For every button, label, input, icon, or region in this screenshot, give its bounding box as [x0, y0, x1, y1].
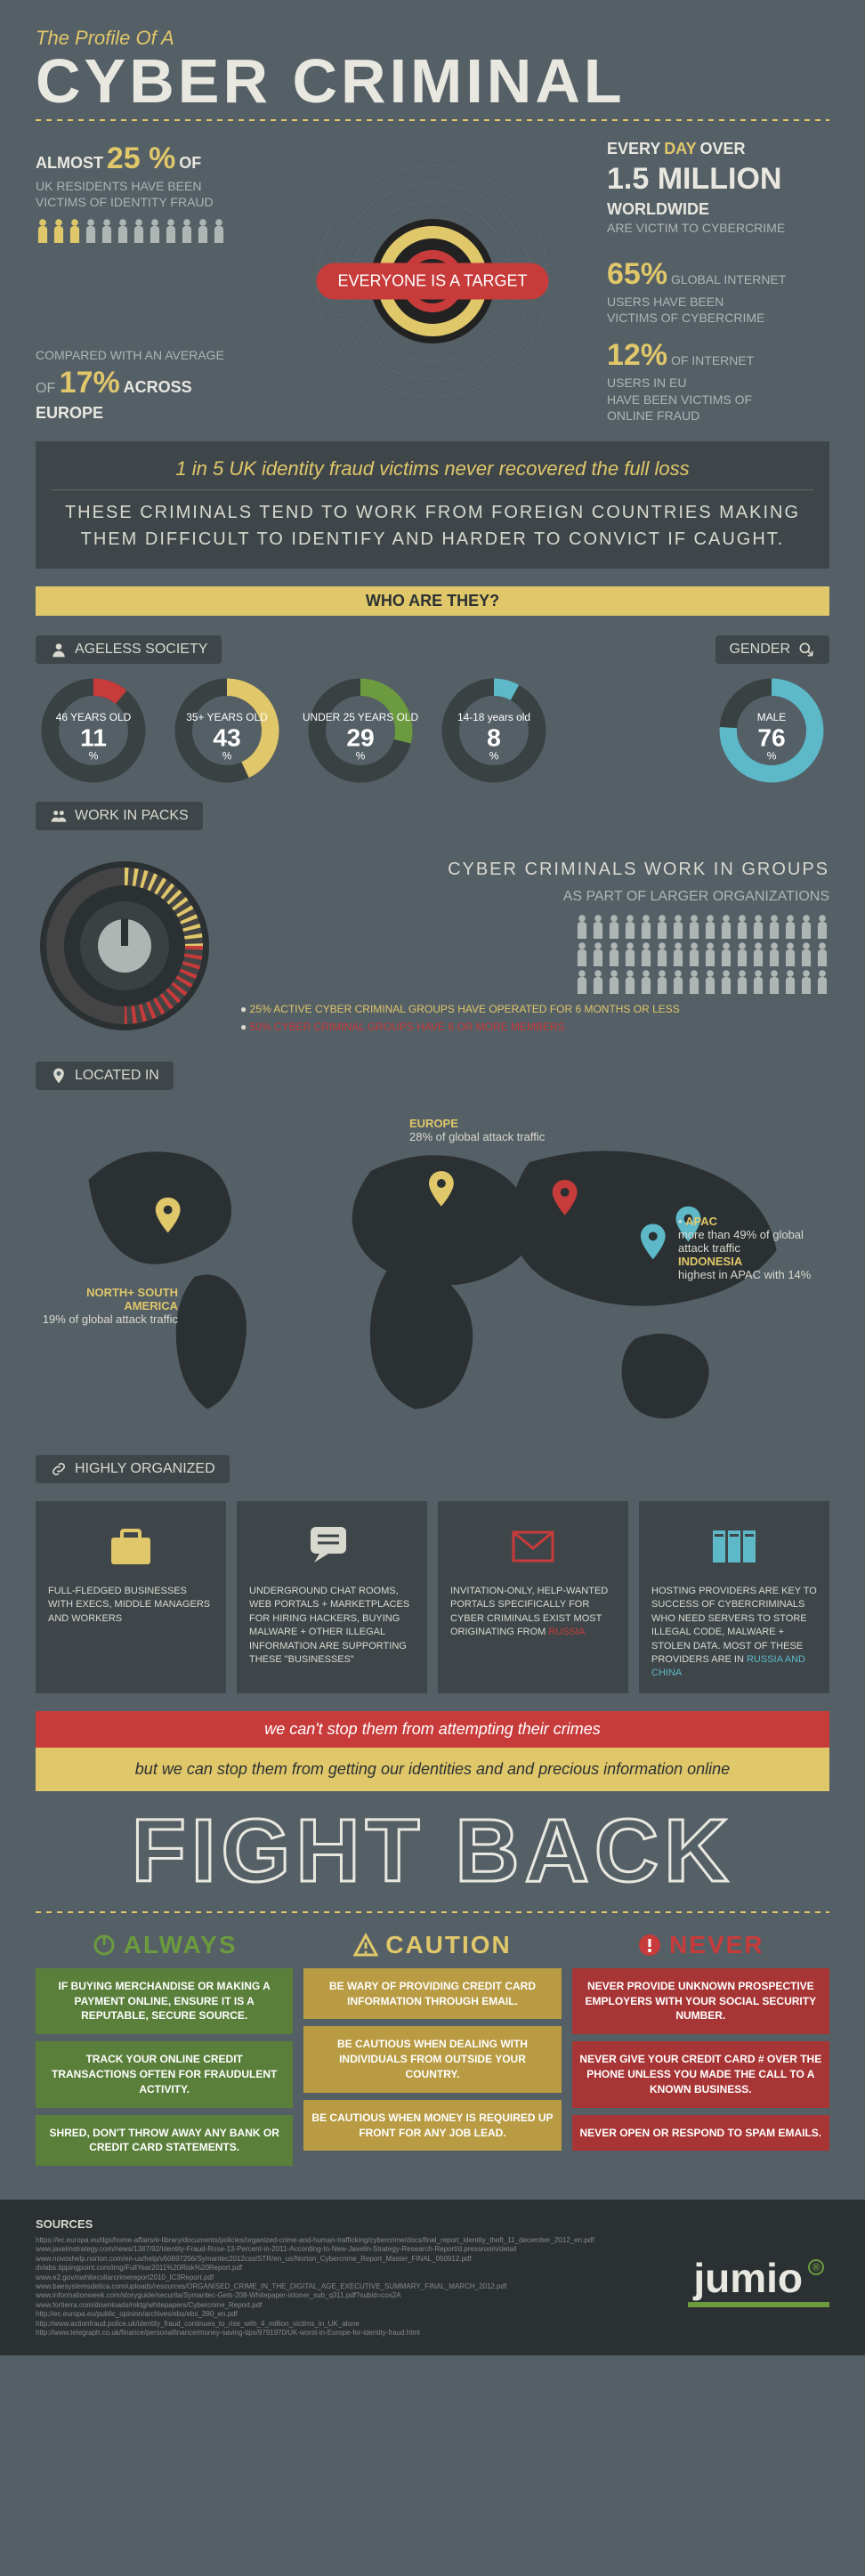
svg-text:%: %: [489, 750, 499, 763]
svg-text:43: 43: [213, 723, 240, 751]
acn-col-always: ALWAYS IF BUYING MERCHANDISE OR MAKING A…: [36, 1931, 293, 2173]
stat-daily: EVERY DAY OVER 1.5 MILLION WORLDWIDE ARE…: [607, 139, 829, 236]
pin-icon: [50, 1067, 68, 1085]
banner-identity-fraud: 1 in 5 UK identity fraud victims never r…: [36, 441, 829, 569]
packs-bullet-2: ● 50% CYBER CRIMINAL GROUPS HAVE 6 OR MO…: [240, 1021, 829, 1033]
world-map: NORTH+ SOUTH AMERICA19% of global attack…: [36, 1108, 829, 1446]
org-cards: FULL-FLEDGED BUSINESSES WITH EXECS, MIDD…: [36, 1501, 829, 1693]
acn-header-never: NEVER: [572, 1931, 829, 1959]
stat-uk: ALMOST 25 % OF UK RESIDENTS HAVE BEEN VI…: [36, 139, 258, 243]
svg-text:76: 76: [757, 723, 785, 751]
source-line: https://ec.europa.eu/dgs/home-affairs/e-…: [36, 2236, 693, 2245]
svg-text:14-18 years old: 14-18 years old: [457, 711, 530, 723]
donut-35+-years-old: 35+ YEARS OLD 43 %: [169, 673, 285, 793]
source-line: http://www.actionfraud.police.uk/identit…: [36, 2320, 693, 2329]
svg-text:%: %: [356, 750, 366, 763]
who-title: WHO ARE THEY?: [36, 586, 829, 616]
stat-eu-avg: COMPARED WITH AN AVERAGE OF 17% ACROSS E…: [36, 347, 258, 424]
acn-item: SHRED, DON'T THROW AWAY ANY BANK OR CRED…: [36, 2115, 293, 2167]
source-line: www.e2.gov/nwhitecollarcrimereport2010_I…: [36, 2273, 693, 2282]
org-card-mail: INVITATION-ONLY, HELP-WANTED PORTALS SPE…: [438, 1501, 628, 1693]
packs-headline: CYBER CRIMINALS WORK IN GROUPS: [240, 860, 829, 880]
banner-gold-text: 1 in 5 UK identity fraud victims never r…: [52, 457, 813, 490]
packs-people-grid: [240, 914, 829, 994]
source-line: http://ec.europa.eu/public_opinion/archi…: [36, 2310, 693, 2319]
source-line: www.informationweek.com/storyguide/secur…: [36, 2291, 693, 2300]
acn-col-caution: CAUTION BE WARY OF PROVIDING CREDIT CARD…: [303, 1931, 561, 2173]
map-note-eu: EUROPE28% of global attack traffic: [409, 1117, 545, 1143]
svg-text:46 YEARS OLD: 46 YEARS OLD: [56, 711, 132, 723]
title-underline: [36, 119, 829, 121]
people-icons: [36, 218, 258, 243]
acn-grid: ALWAYS IF BUYING MERCHANDISE OR MAKING A…: [36, 1931, 829, 2173]
acn-item: BE CAUTIOUS WHEN DEALING WITH INDIVIDUAL…: [303, 2026, 561, 2092]
person-icon: [50, 641, 68, 658]
target-pill: EVERYONE IS A TARGET: [316, 263, 548, 300]
dial-graphic: [36, 857, 214, 1035]
acn-col-never: NEVER NEVER PROVIDE UNKNOWN PROSPECTIVE …: [572, 1931, 829, 2173]
svg-text:UNDER 25 YEARS OLD: UNDER 25 YEARS OLD: [303, 711, 418, 723]
source-line: www.fortierra.com/downloads/mktg/whitepa…: [36, 2301, 693, 2310]
stat-global: 65% GLOBAL INTERNET USERS HAVE BEEN VICT…: [607, 254, 829, 327]
jumio-logo: jumio®: [693, 2254, 829, 2302]
donut-14-18-years-old: 14-18 years old 8 %: [436, 673, 552, 793]
cant-stop-bar: we can't stop them from attempting their…: [36, 1711, 829, 1748]
svg-text:29: 29: [346, 723, 374, 751]
chip-gender: GENDER: [715, 635, 829, 664]
source-line: www.novoshelp.norton.com/en-us/help/v606…: [36, 2255, 693, 2264]
acn-item: BE CAUTIOUS WHEN MONEY IS REQUIRED UP FR…: [303, 2100, 561, 2152]
source-line: http://www.telegraph.co.uk/finance/perso…: [36, 2329, 693, 2338]
group-icon: [50, 807, 68, 825]
briefcase-icon: [48, 1514, 214, 1576]
chip-packs: WORK IN PACKS: [36, 802, 203, 830]
map-note-apac: • APACmore than 49% of global attack tra…: [678, 1215, 829, 1281]
fight-underline: [36, 1911, 829, 1913]
donut-under-25-years-old: UNDER 25 YEARS OLD 29 %: [303, 673, 418, 793]
map-note-nasa: NORTH+ SOUTH AMERICA19% of global attack…: [36, 1286, 178, 1326]
acn-item: BE WARY OF PROVIDING CREDIT CARD INFORMA…: [303, 1968, 561, 2020]
source-line: www.baesystemsdetica.com/uploads/resourc…: [36, 2282, 693, 2291]
acn-item: NEVER GIVE YOUR CREDIT CARD # OVER THE P…: [572, 2041, 829, 2107]
acn-item: TRACK YOUR ONLINE CREDIT TRANSACTIONS OF…: [36, 2041, 293, 2107]
mail-icon: [450, 1514, 616, 1576]
sources-block: SOURCES https://ec.europa.eu/dgs/home-af…: [36, 2217, 693, 2338]
org-card-servers: HOSTING PROVIDERS ARE KEY TO SUCCESS OF …: [639, 1501, 829, 1693]
footer: SOURCES https://ec.europa.eu/dgs/home-af…: [0, 2200, 865, 2355]
chip-located: LOCATED IN: [36, 1062, 174, 1090]
hero-section: EVERYONE IS A TARGET ALMOST 25 % OF UK R…: [36, 139, 829, 424]
svg-text:35+ YEARS OLD: 35+ YEARS OLD: [186, 711, 268, 723]
gender-icon: [797, 641, 815, 658]
donut-male: MALE 76 %: [714, 673, 829, 793]
acn-item: NEVER OPEN OR RESPOND TO SPAM EMAILS.: [572, 2115, 829, 2152]
packs-subline: AS PART OF LARGER ORGANIZATIONS: [240, 889, 829, 905]
chip-ageless: AGELESS SOCIETY: [36, 635, 222, 664]
acn-header-caution: CAUTION: [303, 1931, 561, 1959]
link-icon: [50, 1460, 68, 1478]
sources-title: SOURCES: [36, 2217, 693, 2233]
banner-sub-text: THESE CRIMINALS TEND TO WORK FROM FOREIG…: [52, 499, 813, 553]
stat-eu-users: 12% OF INTERNET USERS IN EU HAVE BEEN VI…: [607, 335, 829, 424]
donut-46-years-old: 46 YEARS OLD 11 %: [36, 673, 151, 793]
chat-icon: [249, 1514, 415, 1576]
svg-text:11: 11: [80, 723, 107, 751]
source-line: www.javelinstrategy.com/news/1387/92/Ide…: [36, 2245, 693, 2254]
source-line: dvlabs.tippingpoint.com/img/FullYear2011…: [36, 2264, 693, 2273]
svg-text:%: %: [767, 750, 777, 763]
fight-back-title: FIGHT BACK: [36, 1800, 829, 1902]
org-card-briefcase: FULL-FLEDGED BUSINESSES WITH EXECS, MIDD…: [36, 1501, 226, 1693]
org-card-chat: UNDERGROUND CHAT ROOMS, WEB PORTALS + MA…: [237, 1501, 427, 1693]
svg-text:%: %: [89, 750, 99, 763]
svg-text:MALE: MALE: [757, 711, 786, 723]
svg-text:8: 8: [487, 723, 501, 751]
servers-icon: [651, 1514, 817, 1576]
svg-text:%: %: [222, 750, 232, 763]
acn-item: IF BUYING MERCHANDISE OR MAKING A PAYMEN…: [36, 1968, 293, 2034]
packs-bullet-1: ● 25% ACTIVE CYBER CRIMINAL GROUPS HAVE …: [240, 1003, 829, 1015]
donut-row: 46 YEARS OLD 11 % 35+ YEARS OLD 43 % UND…: [36, 673, 829, 793]
main-title: CYBER CRIMINAL: [36, 50, 829, 112]
can-stop-bar: but we can stop them from getting our id…: [36, 1748, 829, 1791]
chip-organized: HIGHLY ORGANIZED: [36, 1455, 230, 1483]
acn-item: NEVER PROVIDE UNKNOWN PROSPECTIVE EMPLOY…: [572, 1968, 829, 2034]
acn-header-always: ALWAYS: [36, 1931, 293, 1959]
